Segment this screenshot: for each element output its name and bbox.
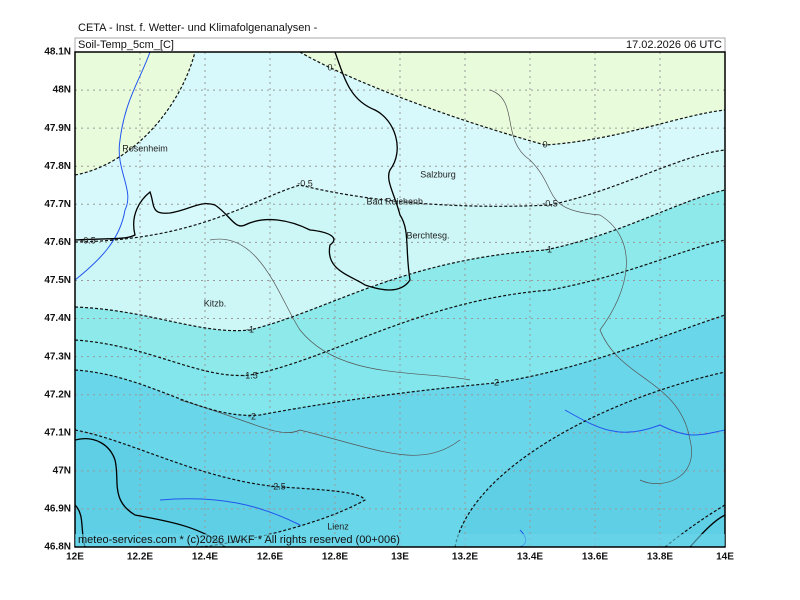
band-fill — [300, 52, 725, 145]
place-label: Salzburg — [420, 169, 456, 179]
contour-line — [75, 239, 725, 377]
lon-label: 12E — [66, 552, 84, 563]
place-label: Berchtesg. — [406, 230, 449, 240]
lon-label: 12.8E — [322, 552, 348, 563]
contour-line — [75, 314, 725, 416]
contour-label: -2.5 — [270, 481, 286, 491]
band-fill — [455, 372, 725, 547]
place-label: Bad Reichenh. — [366, 196, 425, 206]
plot-frame — [74, 51, 726, 548]
border — [75, 52, 725, 547]
lon-label: 14E — [716, 552, 734, 563]
contour-label: -0.5 — [297, 178, 313, 188]
lat-label: 46.9N — [44, 504, 71, 515]
lat-label: 46.8N — [44, 542, 71, 553]
place-label: Lienz — [327, 521, 349, 531]
contour-line — [299, 52, 725, 146]
lat-label: 47.5N — [44, 275, 71, 286]
contour-label: -0.5 — [80, 235, 96, 245]
lat-label: 47.4N — [44, 313, 71, 324]
band-fill — [75, 52, 195, 175]
river — [75, 52, 725, 547]
contour-line — [75, 189, 725, 332]
lon-label: 12.4E — [192, 552, 218, 563]
lat-label: 48N — [53, 85, 71, 96]
contour-label: -0.5 — [542, 198, 558, 208]
lon-label: 13.4E — [517, 552, 543, 563]
contour-label: -1 — [246, 324, 254, 334]
contour-line — [75, 52, 196, 176]
field-name: Soil-Temp_5cm_[C] — [78, 39, 174, 51]
contour-label: 0 — [542, 139, 547, 149]
lat-label: 47.7N — [44, 199, 71, 210]
lat-label: 47.8N — [44, 161, 71, 172]
lat-label: 47.6N — [44, 237, 71, 248]
contour-label: -1.5 — [242, 370, 258, 380]
regional-border — [179, 89, 692, 484]
valid-time: 17.02.2026 06 UTC — [626, 39, 722, 51]
lat-label: 47.9N — [44, 123, 71, 134]
place-label: Rosenheim — [122, 143, 168, 153]
place-label: Kitzb. — [204, 298, 227, 308]
lon-label: 13E — [391, 552, 409, 563]
lat-label: 47N — [53, 465, 71, 476]
footer: meteo-services.com * (c)2026 IWKF * All … — [78, 534, 400, 546]
lon-label: 12.2E — [127, 552, 153, 563]
lat-label: 47.2N — [44, 389, 71, 400]
lat-label: 47.3N — [44, 351, 71, 362]
header-title: CETA - Inst. f. Wetter- und Klimafolgena… — [78, 22, 318, 34]
lon-label: 13.8E — [647, 552, 673, 563]
footer-box — [75, 534, 725, 546]
plot-area: Rosenheim Salzburg Bad Reichenh. Berchtesg.… — [75, 52, 725, 547]
lat-label: 48.1N — [44, 47, 71, 58]
lon-label: 12.6E — [257, 552, 283, 563]
contour-label: -1 — [544, 244, 552, 254]
lon-label: 13.2E — [452, 552, 478, 563]
contour-label: 0 — [327, 62, 332, 72]
contour-label: -2 — [491, 377, 499, 387]
lon-label: 13.6E — [582, 552, 608, 563]
lat-label: 47.1N — [44, 427, 71, 438]
contour-label: -2 — [248, 411, 256, 421]
